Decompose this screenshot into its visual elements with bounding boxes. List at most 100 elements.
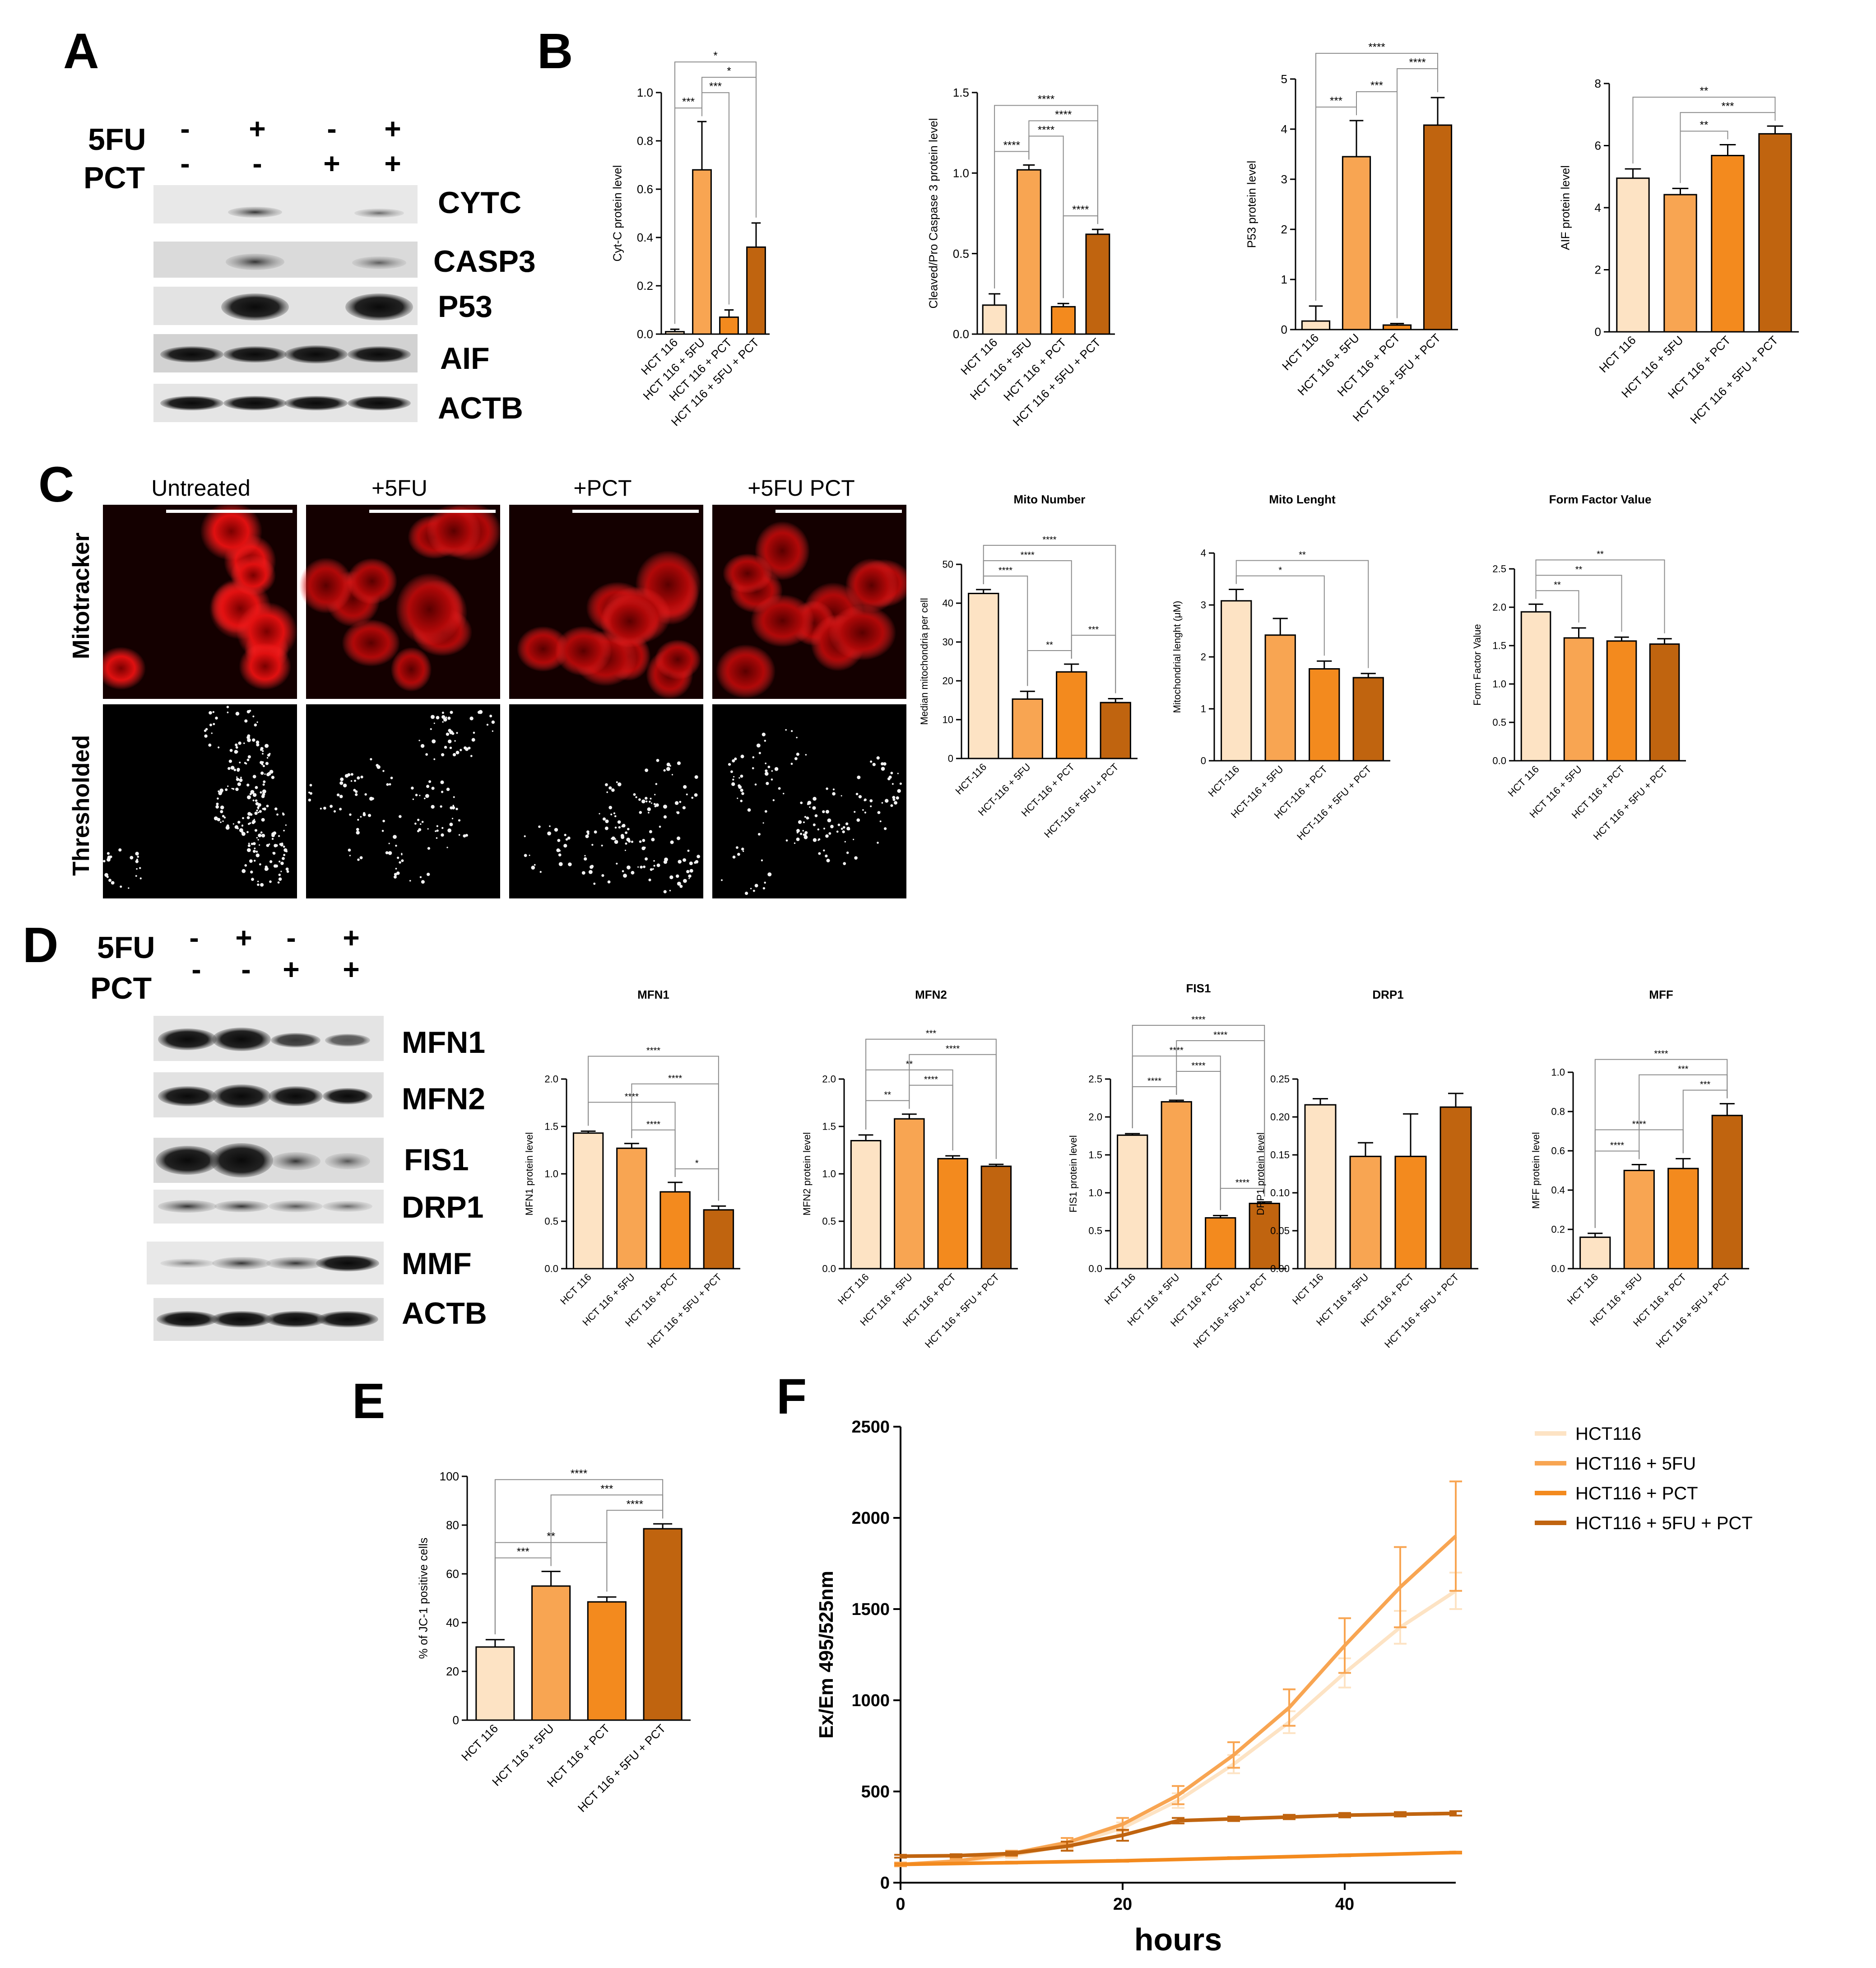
- mito-particle: [254, 723, 257, 727]
- significance-bracket: [1132, 1025, 1265, 1197]
- y-tick-label: 1500: [851, 1600, 890, 1619]
- mito-particle: [401, 859, 404, 862]
- y-tick-label: 2.0: [1492, 602, 1506, 613]
- y-tick-label: 2.5: [1492, 563, 1506, 575]
- y-tick-label: 3: [1281, 172, 1287, 186]
- mito-particle: [676, 811, 680, 814]
- mito-particle: [421, 821, 424, 823]
- chart-title: Mito Number: [1014, 493, 1086, 506]
- mito-particle: [881, 767, 885, 771]
- mito-particle: [892, 798, 896, 801]
- bar: [1016, 169, 1041, 335]
- mito-particle: [252, 842, 256, 846]
- mito-particle: [396, 871, 400, 875]
- mito-particle: [256, 810, 258, 812]
- mito-particle: [731, 782, 735, 786]
- mito-particle: [771, 778, 773, 781]
- mito-particle: [683, 879, 687, 883]
- significance-label: ****: [1038, 124, 1054, 136]
- mito-particle: [249, 822, 251, 824]
- y-tick-label: 4: [1281, 122, 1287, 136]
- mito-particle: [601, 844, 603, 847]
- mito-particle: [623, 823, 625, 826]
- y-axis-label: Mitochondrial lenght (μM): [1171, 601, 1183, 713]
- significance-bracket: [994, 105, 1098, 288]
- mito-particle: [764, 740, 766, 742]
- mito-particle: [336, 793, 340, 796]
- mito-particle: [252, 799, 255, 801]
- micrographs: [103, 505, 906, 898]
- mito-particle: [614, 826, 617, 829]
- bar-chart-11: 0.0 0.2 0.4 0.6 0.8 1.0 MFF protein level MFF HC…: [1530, 988, 1749, 1350]
- mito-particle: [249, 859, 253, 863]
- significance-label: ****: [1409, 56, 1426, 69]
- mito-particle: [381, 830, 384, 832]
- significance-label: ***: [1330, 95, 1342, 107]
- mito-particle: [654, 794, 656, 796]
- mito-particle: [621, 835, 625, 839]
- mito-particle: [130, 856, 134, 860]
- mito-particle: [260, 771, 264, 775]
- y-tick-label: 0: [1201, 755, 1206, 767]
- mito-particle: [236, 776, 238, 778]
- bar: [665, 331, 685, 335]
- mito-particle: [260, 749, 262, 751]
- y-axis-label: AIF protein level: [1559, 165, 1572, 250]
- mito-particle: [343, 783, 347, 788]
- mito-particle: [641, 799, 645, 804]
- mito-particle: [738, 784, 741, 787]
- mito-particle: [862, 809, 864, 811]
- mito-particle: [689, 869, 693, 873]
- mito-particle: [455, 750, 460, 754]
- mito-particle: [741, 792, 744, 795]
- mito-particle: [259, 810, 262, 813]
- mito-particle: [828, 832, 831, 835]
- mito-particle: [308, 791, 311, 794]
- blot-label-cytc: CYTC: [438, 186, 522, 220]
- sign: -: [252, 147, 262, 180]
- mito-particle: [360, 775, 363, 779]
- mito-particle: [783, 793, 785, 795]
- bar: [1161, 1101, 1192, 1270]
- mito-particle: [564, 833, 567, 837]
- bar: [1085, 233, 1110, 335]
- mito-particle: [237, 712, 238, 714]
- mito-particle: [237, 782, 241, 786]
- mito-particle: [222, 815, 225, 818]
- mito-particle: [255, 799, 258, 802]
- mito-particle: [647, 807, 651, 811]
- mito-particle: [804, 834, 807, 837]
- mito-particle: [639, 811, 642, 814]
- bar: [703, 1209, 734, 1270]
- mito-particle: [892, 783, 894, 785]
- mito-particle: [244, 719, 248, 723]
- mito-particle: [275, 864, 279, 868]
- mito-particle: [349, 813, 352, 816]
- significance-label: **: [1597, 549, 1604, 559]
- blot-label-actb: ACTB: [438, 391, 523, 425]
- mito-particle: [420, 744, 425, 748]
- mito-particle: [747, 808, 751, 812]
- mito-particle: [409, 880, 411, 882]
- significance-label: ***: [926, 1029, 937, 1039]
- mito-particle: [800, 833, 803, 835]
- mito-particle: [890, 804, 893, 807]
- mito-particle: [389, 783, 391, 786]
- mito-particle: [430, 728, 432, 730]
- mito-particle: [796, 829, 800, 833]
- mito-particle: [750, 888, 752, 889]
- mito-particle: [446, 787, 450, 791]
- mito-particle: [218, 746, 220, 749]
- mito-particle: [651, 837, 655, 842]
- y-tick-label: 0: [1595, 325, 1601, 339]
- y-tick-label: 60: [446, 1567, 459, 1581]
- mito-particle: [686, 870, 690, 874]
- significance-label: **: [884, 1090, 891, 1100]
- bar: [572, 1132, 604, 1270]
- mito-particle: [215, 805, 219, 809]
- mito-particle: [456, 732, 458, 734]
- y-tick-label: 30: [943, 637, 953, 648]
- mito-particle: [694, 793, 698, 797]
- mito-particle: [614, 815, 617, 818]
- bar: [1051, 306, 1076, 335]
